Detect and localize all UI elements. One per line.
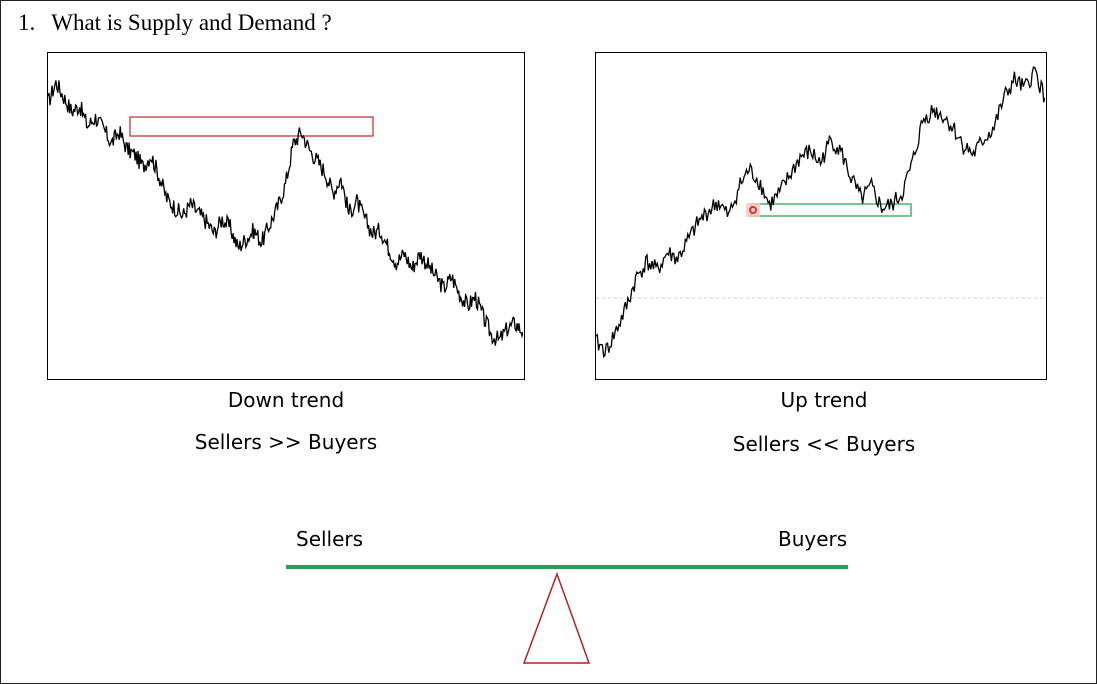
uptrend-chart — [595, 52, 1047, 380]
heading-text: What is Supply and Demand ? — [51, 10, 332, 35]
downtrend-chart-svg — [48, 80, 523, 346]
balance-sellers-label: Sellers — [296, 527, 364, 551]
balance-fulcrum — [522, 571, 591, 664]
demand-zone-box — [750, 203, 912, 217]
supply-zone-box — [129, 116, 374, 137]
downtrend-price-line — [48, 80, 523, 346]
marker-highlight — [746, 203, 760, 217]
balance-buyers-label: Buyers — [778, 527, 848, 551]
uptrend-price-line — [596, 66, 1045, 358]
entry-marker-icon — [749, 206, 757, 214]
uptrend-chart-svg — [596, 66, 1045, 358]
downtrend-title: Down trend — [227, 388, 345, 412]
uptrend-title: Up trend — [780, 388, 868, 412]
uptrend-subtitle: Sellers << Buyers — [732, 432, 916, 456]
heading-number: 1. — [18, 10, 36, 35]
page-heading: 1. What is Supply and Demand ? — [18, 10, 332, 36]
downtrend-chart — [47, 52, 525, 380]
balance-scale — [286, 565, 848, 664]
downtrend-subtitle: Sellers >> Buyers — [194, 430, 378, 454]
